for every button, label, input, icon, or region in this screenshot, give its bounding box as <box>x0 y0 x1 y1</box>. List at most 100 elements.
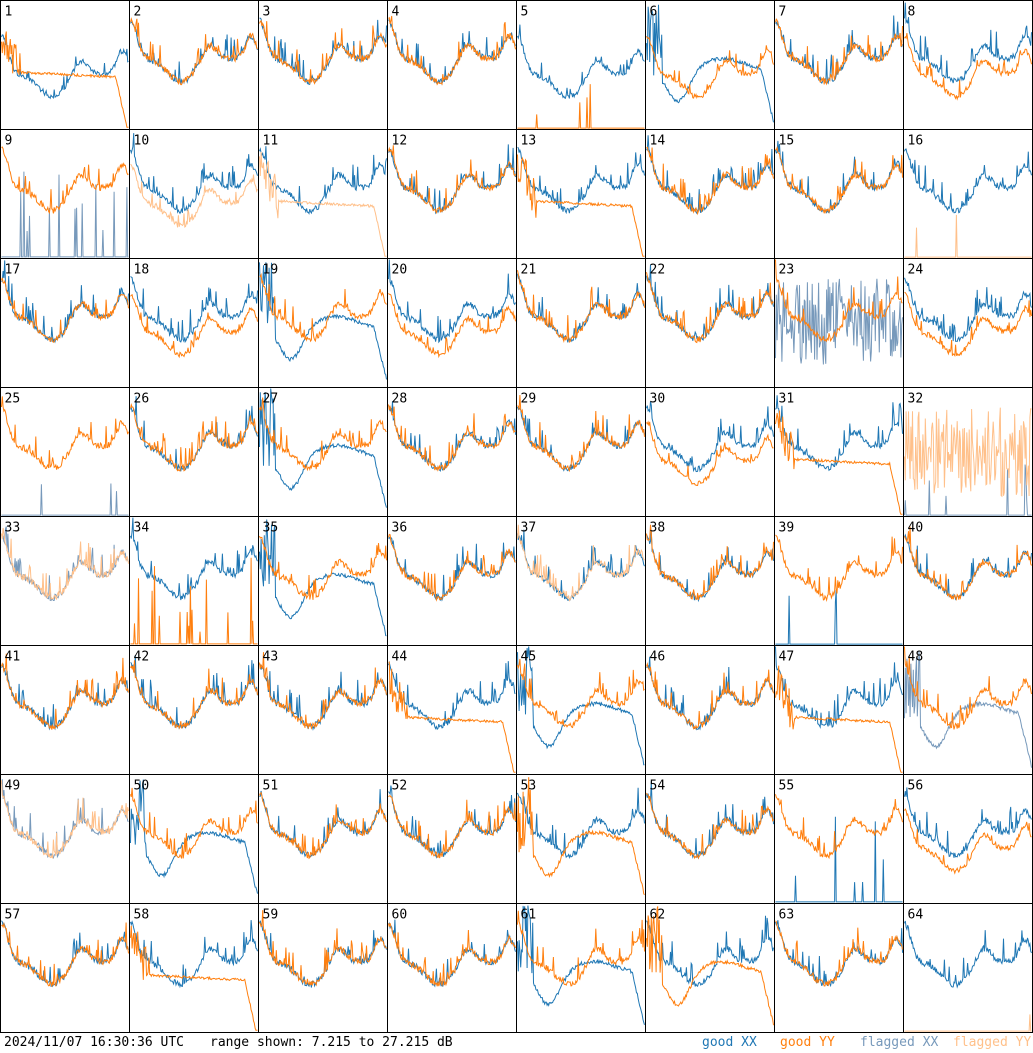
panel-label: 51 <box>263 779 279 794</box>
series-yy-good <box>904 33 1032 101</box>
series-yy-good <box>646 662 774 731</box>
panel-frame <box>0 0 130 130</box>
panel-label: 34 <box>134 521 150 536</box>
panel-label: 64 <box>908 908 924 923</box>
panel-frame <box>0 645 130 775</box>
panel-46: 46 <box>645 645 775 775</box>
panel-39: 39 <box>774 516 904 646</box>
series-yy-good <box>775 920 903 987</box>
series-yy-good <box>130 557 258 645</box>
series-xx-good <box>904 277 1032 343</box>
panel-frame <box>129 129 259 259</box>
series-yy-good <box>646 792 774 860</box>
panel-12: 12 <box>387 129 517 259</box>
panel-9: 9 <box>0 129 130 259</box>
series-xx-good <box>259 519 387 637</box>
panel-3: 3 <box>258 0 388 130</box>
panel-32: 32 <box>903 387 1033 517</box>
panel-62: 62 <box>645 903 775 1033</box>
panel-label: 46 <box>650 650 666 665</box>
series-yy-good <box>775 534 903 602</box>
series-yy-flagged <box>259 151 387 257</box>
series-yy-good <box>130 787 258 859</box>
series-xx-good <box>517 24 645 100</box>
panel-frame <box>516 258 646 388</box>
series-yy-good <box>517 154 645 257</box>
panel-21: 21 <box>516 258 646 388</box>
panel-8: 8 <box>903 0 1033 130</box>
series-yy-good <box>1 921 129 987</box>
panel-label: 63 <box>779 908 795 923</box>
panel-20: 20 <box>387 258 517 388</box>
series-xx-good <box>130 517 258 601</box>
panel-1: 1 <box>0 0 130 130</box>
series-yy-good <box>904 646 1032 730</box>
series-xx-flagged <box>904 464 1032 516</box>
panel-41: 41 <box>0 645 130 775</box>
panel-label: 53 <box>521 779 537 794</box>
panel-28: 28 <box>387 387 517 517</box>
series-xx-good <box>775 589 903 645</box>
series-xx-good <box>259 388 387 508</box>
panel-frame <box>774 0 904 130</box>
series-yy-flagged <box>1 527 129 601</box>
panel-63: 63 <box>774 903 904 1033</box>
panel-label: 8 <box>908 5 916 20</box>
panel-38: 38 <box>645 516 775 646</box>
panel-label: 41 <box>5 650 21 665</box>
panel-29: 29 <box>516 387 646 517</box>
panel-49: 49 <box>0 774 130 904</box>
series-xx-good <box>775 646 903 730</box>
panel-53: 53 <box>516 774 646 904</box>
panel-64: 64 <box>903 903 1033 1033</box>
panel-18: 18 <box>129 258 259 388</box>
panel-frame <box>903 0 1033 130</box>
series-yy-good <box>1 653 129 730</box>
panel-label: 45 <box>521 650 537 665</box>
panel-33: 33 <box>0 516 130 646</box>
panel-14: 14 <box>645 129 775 259</box>
panel-frame <box>516 774 646 904</box>
panel-frame <box>258 387 388 517</box>
panel-label: 26 <box>134 392 150 407</box>
panel-50: 50 <box>129 774 259 904</box>
panel-label: 58 <box>134 908 150 923</box>
series-yy-good <box>388 404 516 472</box>
panel-label: 30 <box>650 392 666 407</box>
panel-47: 47 <box>774 645 904 775</box>
panel-label: 28 <box>392 392 408 407</box>
legend-good-yy: good YY <box>780 1035 835 1050</box>
series-yy-good <box>388 533 516 602</box>
panel-label: 18 <box>134 263 150 278</box>
panel-54: 54 <box>645 774 775 904</box>
panel-27: 27 <box>258 387 388 517</box>
panel-frame <box>774 645 904 775</box>
panel-label: 52 <box>392 779 408 794</box>
panel-frame <box>645 645 775 775</box>
series-yy-good <box>388 795 516 859</box>
series-xx-good <box>517 905 645 1025</box>
series-yy-good <box>388 15 516 86</box>
panel-label: 25 <box>5 392 21 407</box>
series-yy-good <box>775 259 903 343</box>
panel-frame <box>645 387 775 517</box>
series-xx-flagged <box>1 171 129 258</box>
panel-frame <box>387 903 517 1033</box>
panel-30: 30 <box>645 387 775 517</box>
panel-frame <box>129 774 259 904</box>
series-xx-good <box>517 146 645 215</box>
panel-frame <box>0 903 130 1033</box>
series-xx-good <box>259 146 387 215</box>
panel-frame <box>903 516 1033 646</box>
series-yy-good <box>517 84 645 129</box>
series-yy-flagged <box>904 407 1032 498</box>
series-yy-good <box>1 31 129 128</box>
series-yy-good <box>130 293 258 359</box>
panel-label: 38 <box>650 521 666 536</box>
panel-51: 51 <box>258 774 388 904</box>
panel-label: 13 <box>521 134 537 149</box>
series-yy-good <box>259 910 387 987</box>
panel-48: 48 <box>903 645 1033 775</box>
series-yy-good <box>1 396 129 470</box>
panel-6: 6 <box>645 0 775 130</box>
